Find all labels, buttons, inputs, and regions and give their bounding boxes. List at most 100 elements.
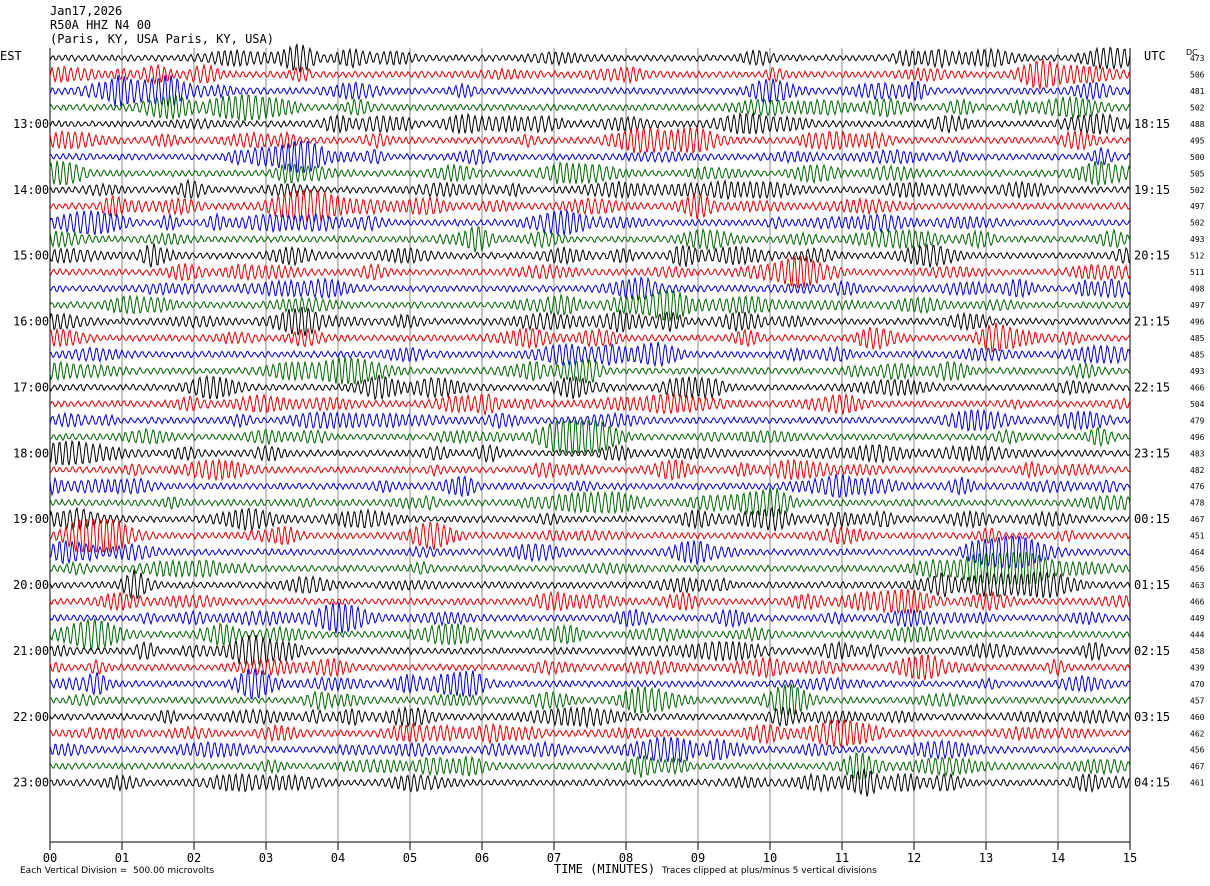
dc-offset-label: 462 (1190, 729, 1205, 738)
seismic-trace (49, 569, 1131, 600)
x-tick-label: 06 (475, 851, 489, 865)
seismic-trace (49, 374, 1131, 401)
est-hour-label: 16:00 (13, 315, 49, 329)
dc-offset-label: 449 (1190, 614, 1205, 623)
utc-hour-label: 23:15 (1134, 446, 1170, 460)
dc-offset-label: 456 (1190, 565, 1205, 574)
seismic-trace (49, 178, 1131, 201)
x-tick-label: 03 (259, 851, 273, 865)
seismic-trace (49, 617, 1131, 652)
location-label: (Paris, KY, USA Paris, KY, USA) (50, 32, 274, 46)
dc-offset-label: 451 (1190, 532, 1205, 541)
utc-hour-label: 19:15 (1134, 183, 1170, 197)
seismic-trace (49, 518, 1131, 554)
seismic-trace (49, 341, 1131, 368)
seismic-trace (49, 602, 1131, 634)
station-label: R50A HHZ N4 00 (50, 18, 152, 32)
dc-offset-label: 470 (1190, 680, 1205, 689)
x-tick-label: 00 (43, 851, 57, 865)
seismic-trace (50, 682, 1131, 717)
dc-offset-label: 504 (1190, 400, 1205, 409)
est-hour-label: 18:00 (13, 446, 49, 460)
x-tick-label: 01 (115, 851, 129, 865)
est-hour-label: 15:00 (13, 249, 49, 263)
seismic-trace (49, 42, 1131, 73)
seismic-trace (49, 126, 1131, 155)
est-hour-label: 21:00 (13, 644, 49, 658)
x-tick-label: 13 (979, 851, 993, 865)
dc-offset-label: 464 (1190, 548, 1205, 557)
seismic-trace (49, 74, 1131, 107)
dc-offset-label: 493 (1190, 235, 1205, 244)
seismic-trace (49, 473, 1131, 498)
dc-offset-label: 467 (1190, 762, 1205, 771)
seismic-trace (49, 188, 1131, 224)
utc-hour-label: 01:15 (1134, 578, 1170, 592)
seismic-trace (49, 668, 1131, 700)
seismic-trace (49, 356, 1131, 386)
seismic-trace (49, 551, 1131, 587)
seismic-trace (49, 159, 1131, 187)
seismic-trace (49, 243, 1131, 268)
dc-offset-label: 505 (1190, 169, 1205, 178)
dc-offset-label: 478 (1190, 499, 1205, 508)
dc-offset-label: 488 (1190, 120, 1205, 129)
est-hour-label: 19:00 (13, 512, 49, 526)
dc-offset-label: 506 (1190, 70, 1205, 79)
dc-offset-label: 496 (1190, 318, 1205, 327)
dc-offset-label: 456 (1190, 746, 1205, 755)
dc-offset-label: 485 (1190, 334, 1205, 343)
utc-hour-label: 20:15 (1134, 249, 1170, 263)
dc-label: DC (1186, 48, 1198, 57)
dc-offset-label: 483 (1190, 449, 1205, 458)
dc-offset-label: 457 (1190, 696, 1205, 705)
dc-offset-label: 500 (1190, 153, 1205, 162)
est-hour-label: 14:00 (13, 183, 49, 197)
dc-offset-label: 444 (1190, 630, 1205, 639)
seismic-trace (49, 93, 1131, 122)
seismic-trace (49, 506, 1131, 533)
seismic-trace (49, 111, 1131, 135)
seismic-trace (49, 322, 1131, 354)
utc-hour-label: 03:15 (1134, 710, 1170, 724)
seismic-trace (49, 225, 1131, 253)
x-tick-label: 12 (907, 851, 921, 865)
dc-offset-label: 463 (1190, 581, 1205, 590)
seismic-trace (49, 306, 1131, 336)
dc-offset-label: 497 (1190, 301, 1205, 310)
seismic-trace (49, 705, 1131, 729)
x-tick-label: 11 (835, 851, 849, 865)
dc-offset-label: 439 (1190, 663, 1205, 672)
est-hour-label: 13:00 (13, 117, 49, 131)
dc-offset-label: 458 (1190, 647, 1205, 656)
clip-note: Traces clipped at plus/minus 5 vertical … (662, 866, 877, 876)
est-hour-label: 23:00 (13, 776, 49, 790)
x-axis-title: TIME (MINUTES) (554, 862, 656, 876)
dc-offset-label: 473 (1190, 54, 1205, 63)
utc-hour-label: 18:15 (1134, 117, 1170, 131)
dc-offset-label: 460 (1190, 713, 1205, 722)
x-tick-label: 08 (619, 851, 633, 865)
dc-offset-label: 497 (1190, 202, 1205, 211)
seismic-trace (49, 288, 1131, 323)
seismic-trace (49, 719, 1131, 749)
seismic-trace (49, 408, 1131, 432)
seismic-trace (49, 487, 1131, 518)
est-hour-label: 22:00 (13, 710, 49, 724)
seismic-trace (50, 418, 1131, 455)
utc-hour-label: 00:15 (1134, 512, 1170, 526)
x-tick-label: 10 (763, 851, 777, 865)
dc-offset-label: 493 (1190, 367, 1205, 376)
x-tick-label: 15 (1123, 851, 1137, 865)
est-label: EST (0, 49, 22, 63)
seismic-trace (49, 634, 1131, 668)
seismic-trace (49, 751, 1131, 780)
dc-offset-label: 495 (1190, 136, 1205, 145)
seismic-trace (49, 59, 1131, 90)
seismic-trace (49, 140, 1131, 173)
dc-offset-label: 485 (1190, 350, 1205, 359)
seismic-trace (49, 392, 1131, 416)
utc-label: UTC (1144, 49, 1166, 63)
seismic-trace (49, 588, 1131, 615)
